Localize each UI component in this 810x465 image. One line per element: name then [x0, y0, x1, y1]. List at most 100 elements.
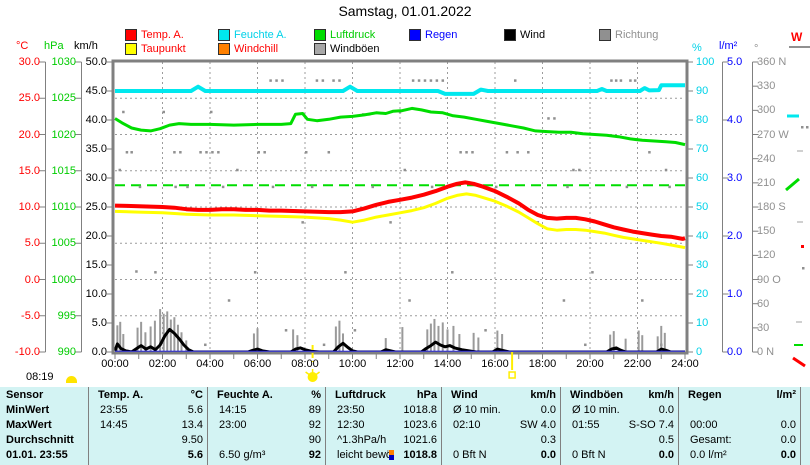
direction-dot — [614, 79, 618, 82]
direction-dot — [353, 329, 357, 332]
axis-tick-label: 10 — [696, 317, 709, 329]
direction-dot — [301, 221, 304, 224]
table-cell-value: 92 — [308, 419, 321, 431]
axis-tick-label: 4.0 — [727, 114, 743, 126]
direction-dot — [221, 185, 225, 189]
legend-swatch — [125, 29, 137, 41]
direction-dot — [625, 185, 629, 189]
x-axis-label: 08:00 — [291, 358, 319, 370]
axis-tick-label: 45.0 — [85, 85, 107, 97]
legend-label: Windböen — [330, 43, 380, 55]
axis-tick-label: 5.0 — [727, 56, 743, 68]
table-cell-value: 0.0 — [780, 449, 796, 461]
axis-tick-label: 30 — [696, 259, 709, 271]
table-cell-value: 1018.8 — [403, 449, 437, 461]
axis-tick-label: 0 — [696, 346, 703, 358]
direction-dot — [562, 299, 566, 302]
sunset-icon — [508, 371, 516, 379]
legend-label: Feuchte A. — [234, 29, 287, 41]
table-cell-text: Ø 10 min. — [453, 404, 501, 416]
direction-dot — [451, 271, 454, 274]
x-axis-label: 14:00 — [433, 358, 462, 370]
axis-tick-label: -10.0 — [14, 346, 40, 358]
axis-tick-label: 150 — [757, 225, 776, 238]
direction-dot — [271, 185, 275, 189]
x-axis-label: 10:00 — [338, 358, 367, 370]
direction-dot — [304, 151, 308, 154]
table-cell-value: 0.0 — [780, 419, 796, 431]
direction-dot — [205, 151, 208, 154]
table-col-header: Feuchte A. — [217, 389, 273, 401]
direction-dot — [135, 270, 138, 273]
table-row-label: MinWert — [6, 404, 50, 416]
direction-dot — [257, 151, 260, 154]
direction-dot — [505, 151, 509, 154]
direction-dot — [516, 151, 519, 154]
edge-mark-dot — [802, 267, 805, 270]
direction-dot — [162, 110, 165, 114]
direction-dot — [125, 151, 129, 154]
table-cell-value: 0.5 — [658, 434, 674, 446]
table-cell-text: 0 Bft N — [453, 449, 487, 461]
table-cell-text: 6.50 g/m³ — [219, 449, 266, 461]
table-cell-value: 90 — [308, 434, 321, 446]
axis-tick-label: 1000 — [51, 273, 76, 286]
direction-dot — [332, 79, 335, 82]
axis-unit-label: l/m² — [719, 40, 738, 52]
direction-dot — [371, 185, 374, 189]
table-cell-value: 89 — [308, 404, 321, 416]
table-separator — [560, 387, 561, 465]
direction-dot — [321, 79, 325, 82]
axis-tick-label: 60 — [696, 172, 709, 184]
table-cell-value: 0.0 — [540, 449, 556, 461]
axis-tick-label: 30 — [757, 321, 770, 334]
axis-tick-label: 0.0 — [24, 273, 40, 286]
legend-swatch — [409, 29, 421, 41]
direction-dot — [211, 151, 214, 154]
direction-dot — [204, 343, 207, 347]
table-row-label: Durchschnitt — [6, 434, 74, 446]
direction-dot — [484, 329, 487, 332]
legend-label: Temp. A. — [141, 29, 184, 41]
axis-tick-label: 35.0 — [85, 143, 107, 155]
table-col-unit: km/h — [530, 389, 556, 401]
direction-dot — [209, 110, 213, 114]
direction-dot — [315, 79, 319, 82]
direction-dot — [578, 168, 581, 172]
direction-dot — [186, 185, 189, 189]
direction-dot — [154, 271, 157, 274]
axis-tick-label: 25.0 — [18, 92, 40, 105]
table-cell-value: 0.0 — [658, 449, 674, 461]
x-axis-label: 06:00 — [243, 358, 272, 370]
axis-tick-label: 1020 — [51, 128, 76, 141]
axis-tick-label: 60 — [757, 297, 770, 310]
direction-dot — [253, 271, 257, 274]
table-cell-value: 1021.6 — [403, 434, 437, 446]
table-cell-text: 0 Bft N — [572, 449, 606, 461]
legend-label: Richtung — [615, 29, 659, 41]
x-axis-label: 22:00 — [623, 358, 652, 370]
direction-dot — [236, 168, 239, 172]
direction-dot — [430, 185, 434, 189]
axis-tick-label: -5.0 — [21, 309, 40, 322]
table-col-header: Wind — [451, 389, 478, 401]
table-col-header: Regen — [688, 389, 722, 401]
sun-ray — [305, 371, 314, 378]
direction-dot — [441, 79, 445, 82]
edge-mark-pressure-arrow — [785, 177, 800, 192]
direction-dot — [471, 151, 474, 154]
axis-tick-label: 20.0 — [18, 128, 40, 141]
direction-dot — [429, 79, 433, 82]
table-col-unit: hPa — [416, 389, 437, 401]
table-row-label: Sensor — [6, 389, 44, 401]
sun-ray — [312, 371, 321, 378]
legend-item-wind: Wind — [504, 29, 545, 41]
axis-tick-label: 330 — [757, 80, 776, 93]
direction-dot — [459, 151, 462, 154]
table-cell-text: 0.0 l/m² — [690, 449, 727, 461]
direction-dot — [619, 79, 623, 82]
axis-tick-label: 1025 — [51, 92, 76, 105]
direction-dot — [174, 185, 177, 189]
table-col-header: Luftdruck — [335, 389, 386, 401]
table-separator — [325, 387, 326, 465]
